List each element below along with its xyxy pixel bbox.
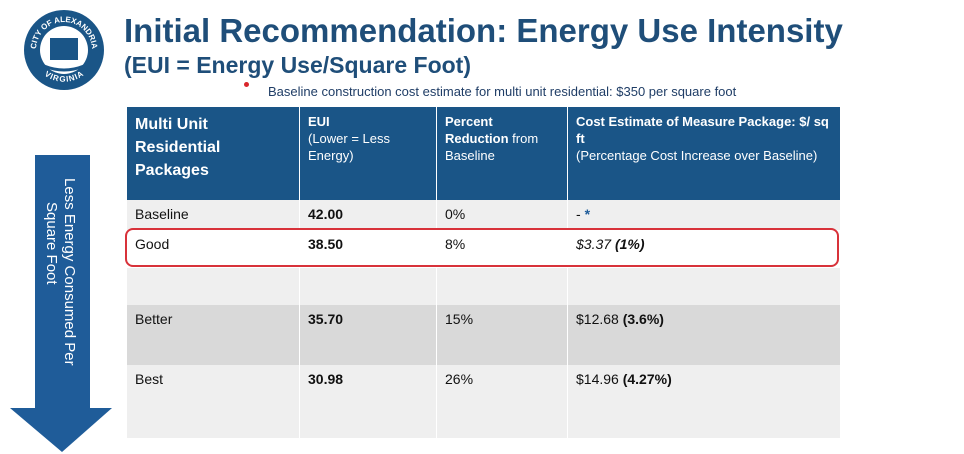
header-row: Multi Unit Residential Packages EUI (Lower… bbox=[127, 107, 840, 200]
cost-percent: (3.6%) bbox=[622, 311, 664, 327]
highlight bbox=[125, 228, 839, 267]
empty-row bbox=[127, 268, 840, 305]
cell: 38.50 bbox=[300, 230, 437, 268]
arrow: Less Energy Consumed Per Square Foot bbox=[10, 155, 112, 452]
eui: 42.00 bbox=[308, 206, 344, 222]
package: Better bbox=[135, 311, 173, 327]
table: Multi Unit Residential Packages EUI (Lower… bbox=[127, 107, 840, 438]
package: Good bbox=[135, 236, 170, 252]
cell: Good bbox=[127, 230, 300, 268]
eui: 30.98 bbox=[308, 371, 344, 387]
bullet: Baseline construction cost estimate for … bbox=[268, 84, 737, 99]
header-text: (Percentage Cost Increase over Baseline) bbox=[576, 148, 818, 163]
cost-percent: (1%) bbox=[614, 236, 645, 252]
eui: 35.70 bbox=[308, 311, 344, 327]
empty-cell bbox=[568, 268, 840, 305]
package: Best bbox=[135, 371, 164, 387]
reduction: 15% bbox=[445, 311, 474, 327]
arrow-text: Square Foot bbox=[43, 202, 60, 285]
cell: 15% bbox=[437, 305, 568, 365]
empty-cell bbox=[437, 268, 568, 305]
reduction: 8% bbox=[445, 236, 466, 252]
cost: $12.68 bbox=[576, 311, 619, 327]
cost-note: * bbox=[584, 206, 591, 222]
cost-percent: (4.27%) bbox=[622, 371, 672, 387]
title: Initial Recommendation: Energy Use Inten… bbox=[124, 12, 843, 49]
subtitle: (EUI = Energy Use/Square Foot) bbox=[124, 52, 471, 78]
header-text: EUI bbox=[308, 114, 330, 129]
table-row: Better 35.70 15% $12.68 (3.6%) bbox=[127, 305, 840, 365]
header-text: (Lower = Less Energy) bbox=[308, 131, 391, 163]
cell: $3.37 (1%) bbox=[568, 230, 840, 268]
header-text: Percent Reduction bbox=[445, 114, 509, 146]
cell: $12.68 (3.6%) bbox=[568, 305, 840, 365]
header-cell: Percent Reduction from Baseline bbox=[437, 107, 568, 200]
cell: $14.96 (4.27%) bbox=[568, 365, 840, 438]
cell: 8% bbox=[437, 230, 568, 268]
cell: - * bbox=[568, 200, 840, 230]
reduction: 0% bbox=[445, 206, 466, 222]
eui: 38.50 bbox=[308, 236, 344, 252]
header-text: Multi Unit Residential Packages bbox=[135, 116, 221, 179]
reduction: 26% bbox=[445, 371, 474, 387]
table-row: Baseline 42.00 0% - * bbox=[127, 200, 840, 230]
cell: 30.98 bbox=[300, 365, 437, 438]
table-row: Good 38.50 8% $3.37 (1%) bbox=[127, 230, 840, 268]
cell: 35.70 bbox=[300, 305, 437, 365]
empty-cell bbox=[127, 268, 300, 305]
cell: 26% bbox=[437, 365, 568, 438]
header-cell: Cost Estimate of Measure Package: $/ sq … bbox=[568, 107, 840, 200]
cell: 42.00 bbox=[300, 200, 437, 230]
header-cell: Multi Unit Residential Packages bbox=[127, 107, 300, 200]
package: Baseline bbox=[135, 206, 189, 222]
logo: CITY OF ALEXANDRIA VIRGINIA bbox=[24, 10, 104, 90]
header-text: Cost Estimate of Measure Package: $/ sq … bbox=[576, 114, 829, 146]
bullet-dot bbox=[244, 82, 249, 87]
header-cell: EUI (Lower = Less Energy) bbox=[300, 107, 437, 200]
cell: Baseline bbox=[127, 200, 300, 230]
header-text: from Baseline bbox=[445, 131, 539, 163]
cost: $14.96 bbox=[576, 371, 619, 387]
cost: - bbox=[576, 206, 581, 222]
table-row: Best 30.98 26% $14.96 (4.27%) bbox=[127, 365, 840, 438]
empty-cell bbox=[300, 268, 437, 305]
cell: Better bbox=[127, 305, 300, 365]
arrow-text: Less Energy Consumed Per bbox=[61, 178, 78, 366]
cell: 0% bbox=[437, 200, 568, 230]
logo-text: VIRGINIA bbox=[43, 69, 85, 84]
cost: $3.37 bbox=[576, 236, 612, 252]
cell: Best bbox=[127, 365, 300, 438]
